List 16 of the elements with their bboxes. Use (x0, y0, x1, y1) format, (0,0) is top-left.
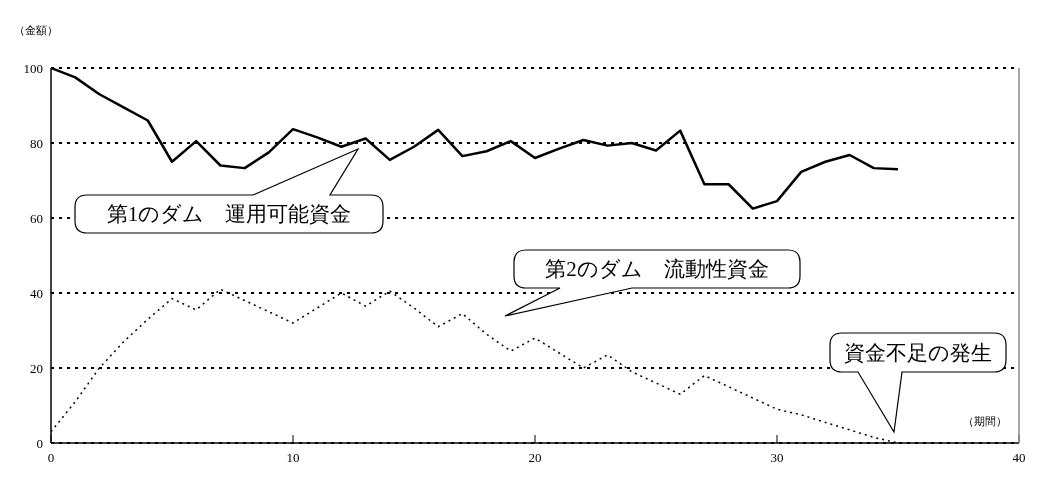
y-tick-label: 20 (30, 360, 43, 376)
y-tick-label: 0 (36, 435, 43, 451)
y-tick-label: 40 (30, 285, 43, 301)
x-tick-label: 40 (1012, 450, 1026, 466)
annotation: 第2のダム 流動性資金 (545, 257, 769, 281)
y-tick-label: 80 (30, 135, 43, 151)
x-tick-label: 0 (47, 450, 55, 466)
y-tick-label: 100 (23, 60, 43, 76)
y-tick-label: 60 (30, 210, 43, 226)
y-axis-title: （金額） (14, 24, 58, 36)
x-tick-label: 20 (528, 450, 542, 466)
x-tick-label: 30 (770, 450, 784, 466)
x-tick-label: 10 (286, 450, 300, 466)
annotation: 第1のダム 運用可能資金 (106, 202, 352, 226)
annotation: 資金不足の発生 (844, 340, 992, 365)
x-axis-title: （期間） (963, 415, 1007, 427)
